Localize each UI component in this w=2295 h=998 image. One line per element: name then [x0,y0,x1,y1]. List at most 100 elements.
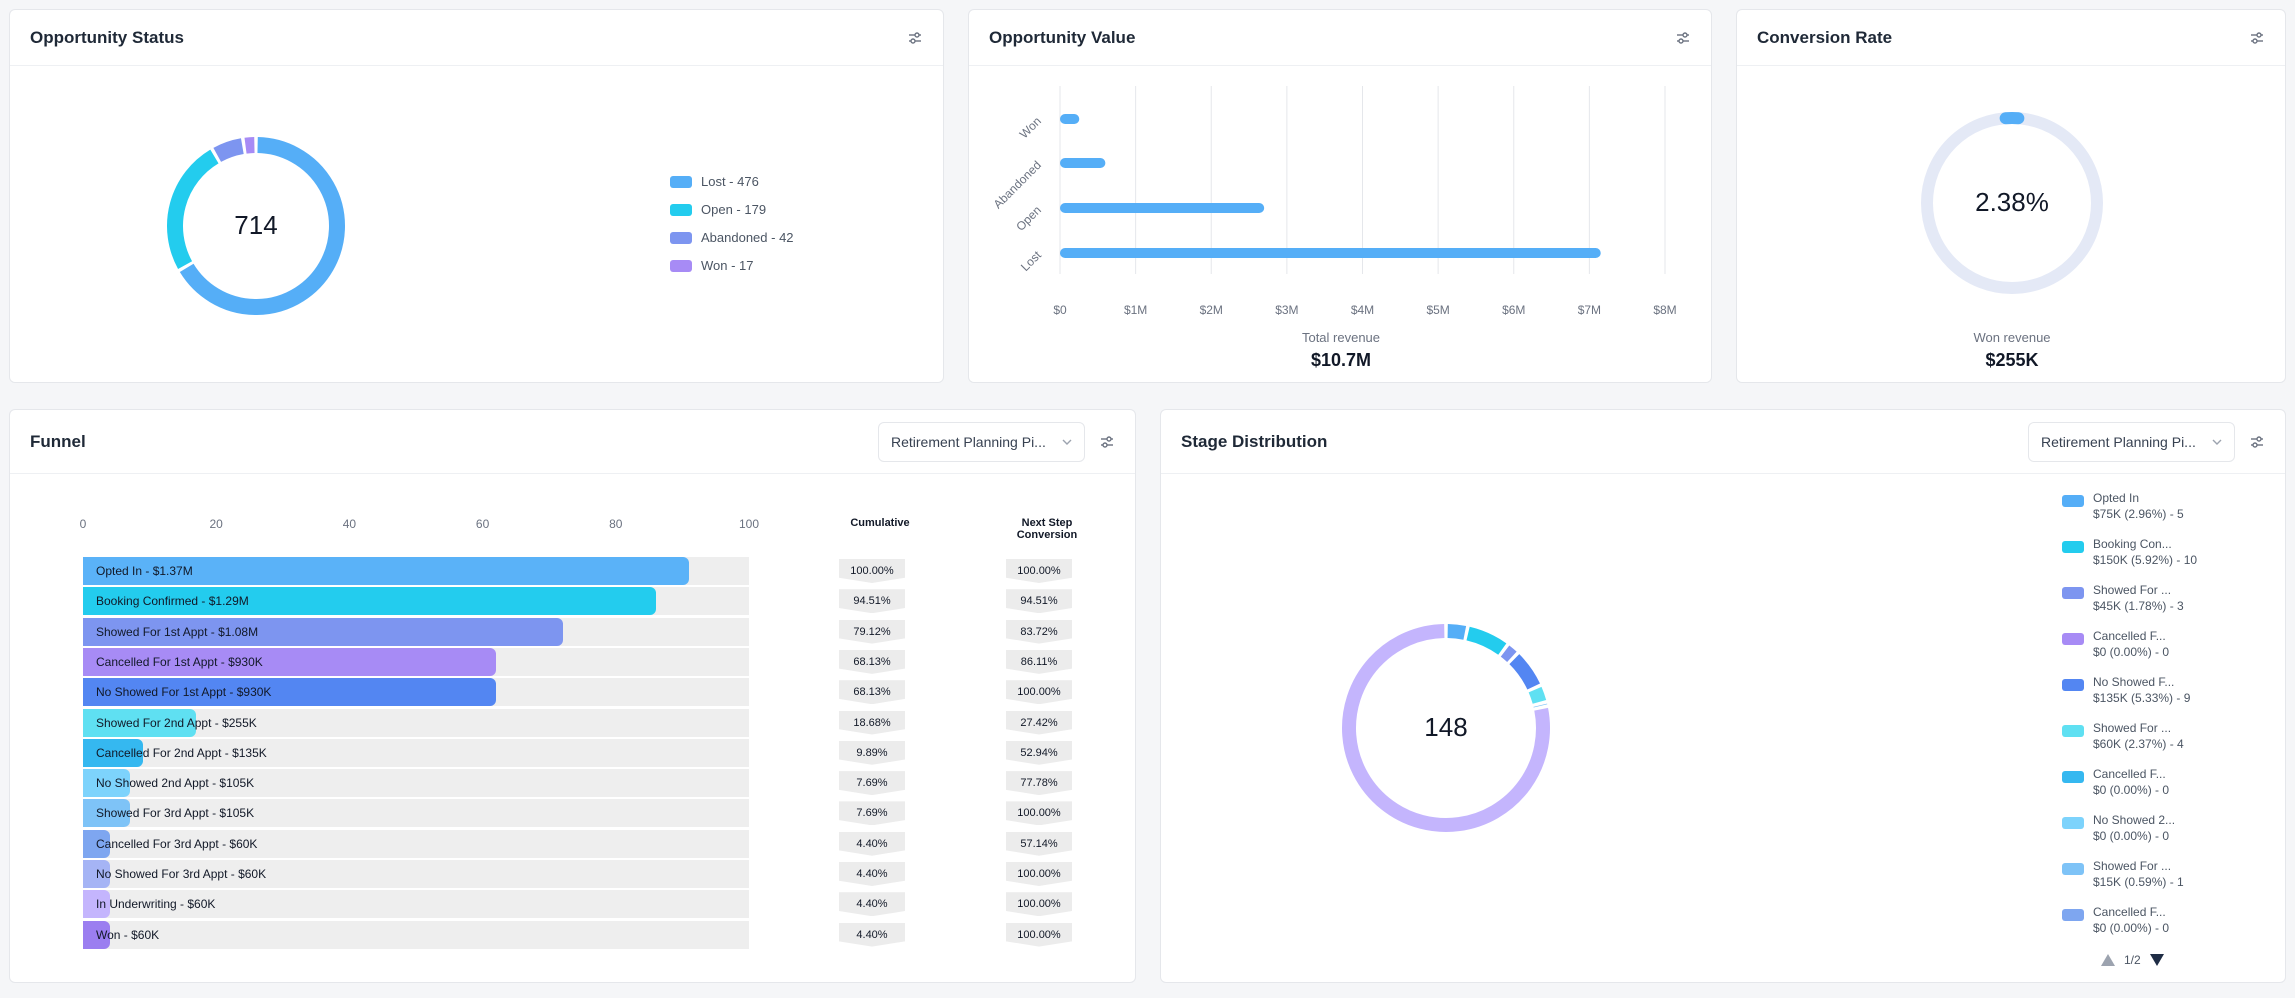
funnel-row[interactable]: No Showed For 3rd Appt - $60K [83,860,749,888]
funnel-row[interactable]: Opted In - $1.37M [83,557,749,585]
stage-legend-item[interactable]: Cancelled F... $0 (0.00%) - 0 [2062,904,2169,936]
funnel-row[interactable]: Won - $60K [83,920,749,949]
stage-legend-item[interactable]: Booking Con... $150K (5.92%) - 10 [2062,536,2197,568]
cumulative-value: 7.69% [839,801,905,826]
funnel-row[interactable]: Showed For 1st Appt - $1.08M [83,617,749,646]
funnel-row[interactable]: Cancelled For 3rd Appt - $60K [83,829,749,858]
legend-item[interactable]: Abandoned - 42 [670,230,794,245]
conversion-rate-gauge [1921,112,2103,294]
stage-name: Booking Con... [2093,537,2172,551]
chevron-down-icon [2212,439,2222,445]
funnel-row[interactable]: Showed For 3rd Appt - $105K [83,799,749,828]
legend-item[interactable]: Open - 179 [670,202,766,217]
stage-distribution-donut [1342,624,1550,832]
cumulative-value: 79.12% [839,619,905,644]
donut-slice[interactable] [179,137,345,315]
funnel-row[interactable]: No Showed 2nd Appt - $105K [83,769,749,798]
legend-item[interactable]: Won - 17 [670,258,754,273]
stage-legend-item[interactable]: No Showed F... $135K (5.33%) - 9 [2062,674,2190,706]
stage-legend-item[interactable]: Opted In $75K (2.96%) - 5 [2062,490,2184,522]
funnel-row[interactable]: Showed For 2nd Appt - $255K [83,708,749,737]
filter-settings-icon[interactable] [2249,30,2265,46]
funnel-row[interactable]: No Showed For 1st Appt - $930K [83,678,749,707]
donut-slice[interactable] [1500,645,1517,662]
funnel-bar [83,769,130,798]
donut-slice[interactable] [1342,624,1550,832]
pipeline-select[interactable]: Retirement Planning Pi... [878,421,1085,462]
funnel-row[interactable]: Cancelled For 2nd Appt - $135K [83,738,749,767]
cumulative-value: 4.40% [839,862,905,886]
cumulative-value: 7.69% [839,771,905,796]
y-category-label: Won [1017,114,1044,141]
card-header: Stage Distribution Retirement Planning P… [1161,410,2285,474]
stage-detail: $15K (0.59%) - 1 [2093,875,2184,889]
funnel-row[interactable]: In Underwriting - $60K [83,890,749,919]
funnel-row[interactable]: Booking Confirmed - $1.29M [83,587,749,616]
funnel-bar-label: Showed For 1st Appt - $1.08M [96,624,259,639]
cumulative-value: 4.40% [839,892,905,917]
pipeline-select[interactable]: Retirement Planning Pi... [2028,421,2235,462]
filter-settings-icon[interactable] [907,30,923,46]
donut-slice[interactable] [1466,626,1507,655]
funnel-bar-label: No Showed For 3rd Appt - $60K [96,867,267,881]
next-step-conversion-value: 100.00% [1006,862,1072,886]
next-step-conversion-value: 100.00% [1006,922,1072,947]
legend-swatch [2062,863,2084,875]
donut-slice[interactable] [167,149,219,269]
stage-detail: $0 (0.00%) - 0 [2093,921,2170,935]
funnel-row[interactable]: Cancelled For 1st Appt - $930K [83,647,749,676]
legend-item[interactable]: Lost - 476 [670,174,759,189]
card-header: Conversion Rate [1737,10,2285,66]
bar[interactable] [1060,158,1106,168]
donut-slice[interactable] [1528,686,1547,704]
funnel-bar-label: Showed For 2nd Appt - $255K [96,715,257,730]
page-down-icon[interactable] [2149,953,2165,967]
opportunity-status-card: Opportunity Status 714 Lost - 476 Open - … [9,9,944,383]
opportunity-total: 714 [234,210,278,240]
stage-detail: $0 (0.00%) - 0 [2093,783,2170,797]
stage-legend-item[interactable]: Cancelled F... $0 (0.00%) - 0 [2062,766,2169,798]
funnel-axis-tick: 60 [475,517,490,531]
legend-swatch [670,175,692,188]
page-indicator: 1/2 [2124,953,2141,967]
x-tick-label: $8M [1653,303,1676,317]
funnel-bar-label: No Showed For 1st Appt - $930K [96,685,272,700]
next-step-conversion-value: 57.14% [1006,831,1072,856]
stage-name: No Showed F... [2093,675,2175,689]
stage-detail: $60K (2.37%) - 4 [2093,737,2184,751]
donut-slice[interactable] [213,138,244,163]
page-up-icon[interactable] [2100,953,2116,967]
opportunity-value-chart: $0 $1M $2M $3M $4M $5M $6M $7M $8M Won AbandonedOp… [991,86,1677,317]
next-step-conversion-header: Next Step Conversion [997,517,1097,541]
donut-slice[interactable] [1509,654,1541,690]
funnel-bar-label: Won - $60K [96,927,160,942]
next-step-conversion-value: 100.00% [1006,801,1072,826]
filter-settings-icon[interactable] [1099,434,1115,450]
stage-legend-item[interactable]: Showed For ... $45K (1.78%) - 3 [2062,582,2184,614]
stage-legend-item[interactable]: No Showed 2... $0 (0.00%) - 0 [2062,812,2175,844]
won-revenue-label: Won revenue [1973,330,2051,345]
donut-slice[interactable] [244,137,255,154]
legend-swatch [2062,587,2084,599]
stage-detail: $0 (0.00%) - 0 [2093,829,2170,843]
filter-settings-icon[interactable] [1675,30,1691,46]
bar[interactable] [1060,114,1080,124]
total-revenue-value: $10.7M [1310,350,1372,370]
donut-slice[interactable] [1447,624,1467,640]
filter-settings-icon[interactable] [2249,434,2265,450]
card-title: Opportunity Status [30,27,184,47]
bar[interactable] [1060,203,1265,213]
funnel-bar [83,557,690,585]
stage-legend-item[interactable]: Cancelled F... $0 (0.00%) - 0 [2062,628,2169,660]
card-title: Opportunity Value [989,27,1136,47]
x-tick-label: $0 [1053,303,1067,317]
next-step-header-line1: Next Step [1021,517,1073,529]
next-step-conversion-value: 100.00% [1006,892,1072,917]
stage-legend-item[interactable]: Showed For ... $15K (0.59%) - 1 [2062,858,2184,890]
stage-legend-item[interactable]: Showed For ... $60K (2.37%) - 4 [2062,720,2184,752]
bar[interactable] [1060,248,1601,258]
won-revenue-value: $255K [1985,350,2039,370]
next-step-conversion-value: 100.00% [1006,559,1072,583]
cumulative-value: 4.40% [839,922,905,947]
card-header: Opportunity Status [10,10,943,66]
